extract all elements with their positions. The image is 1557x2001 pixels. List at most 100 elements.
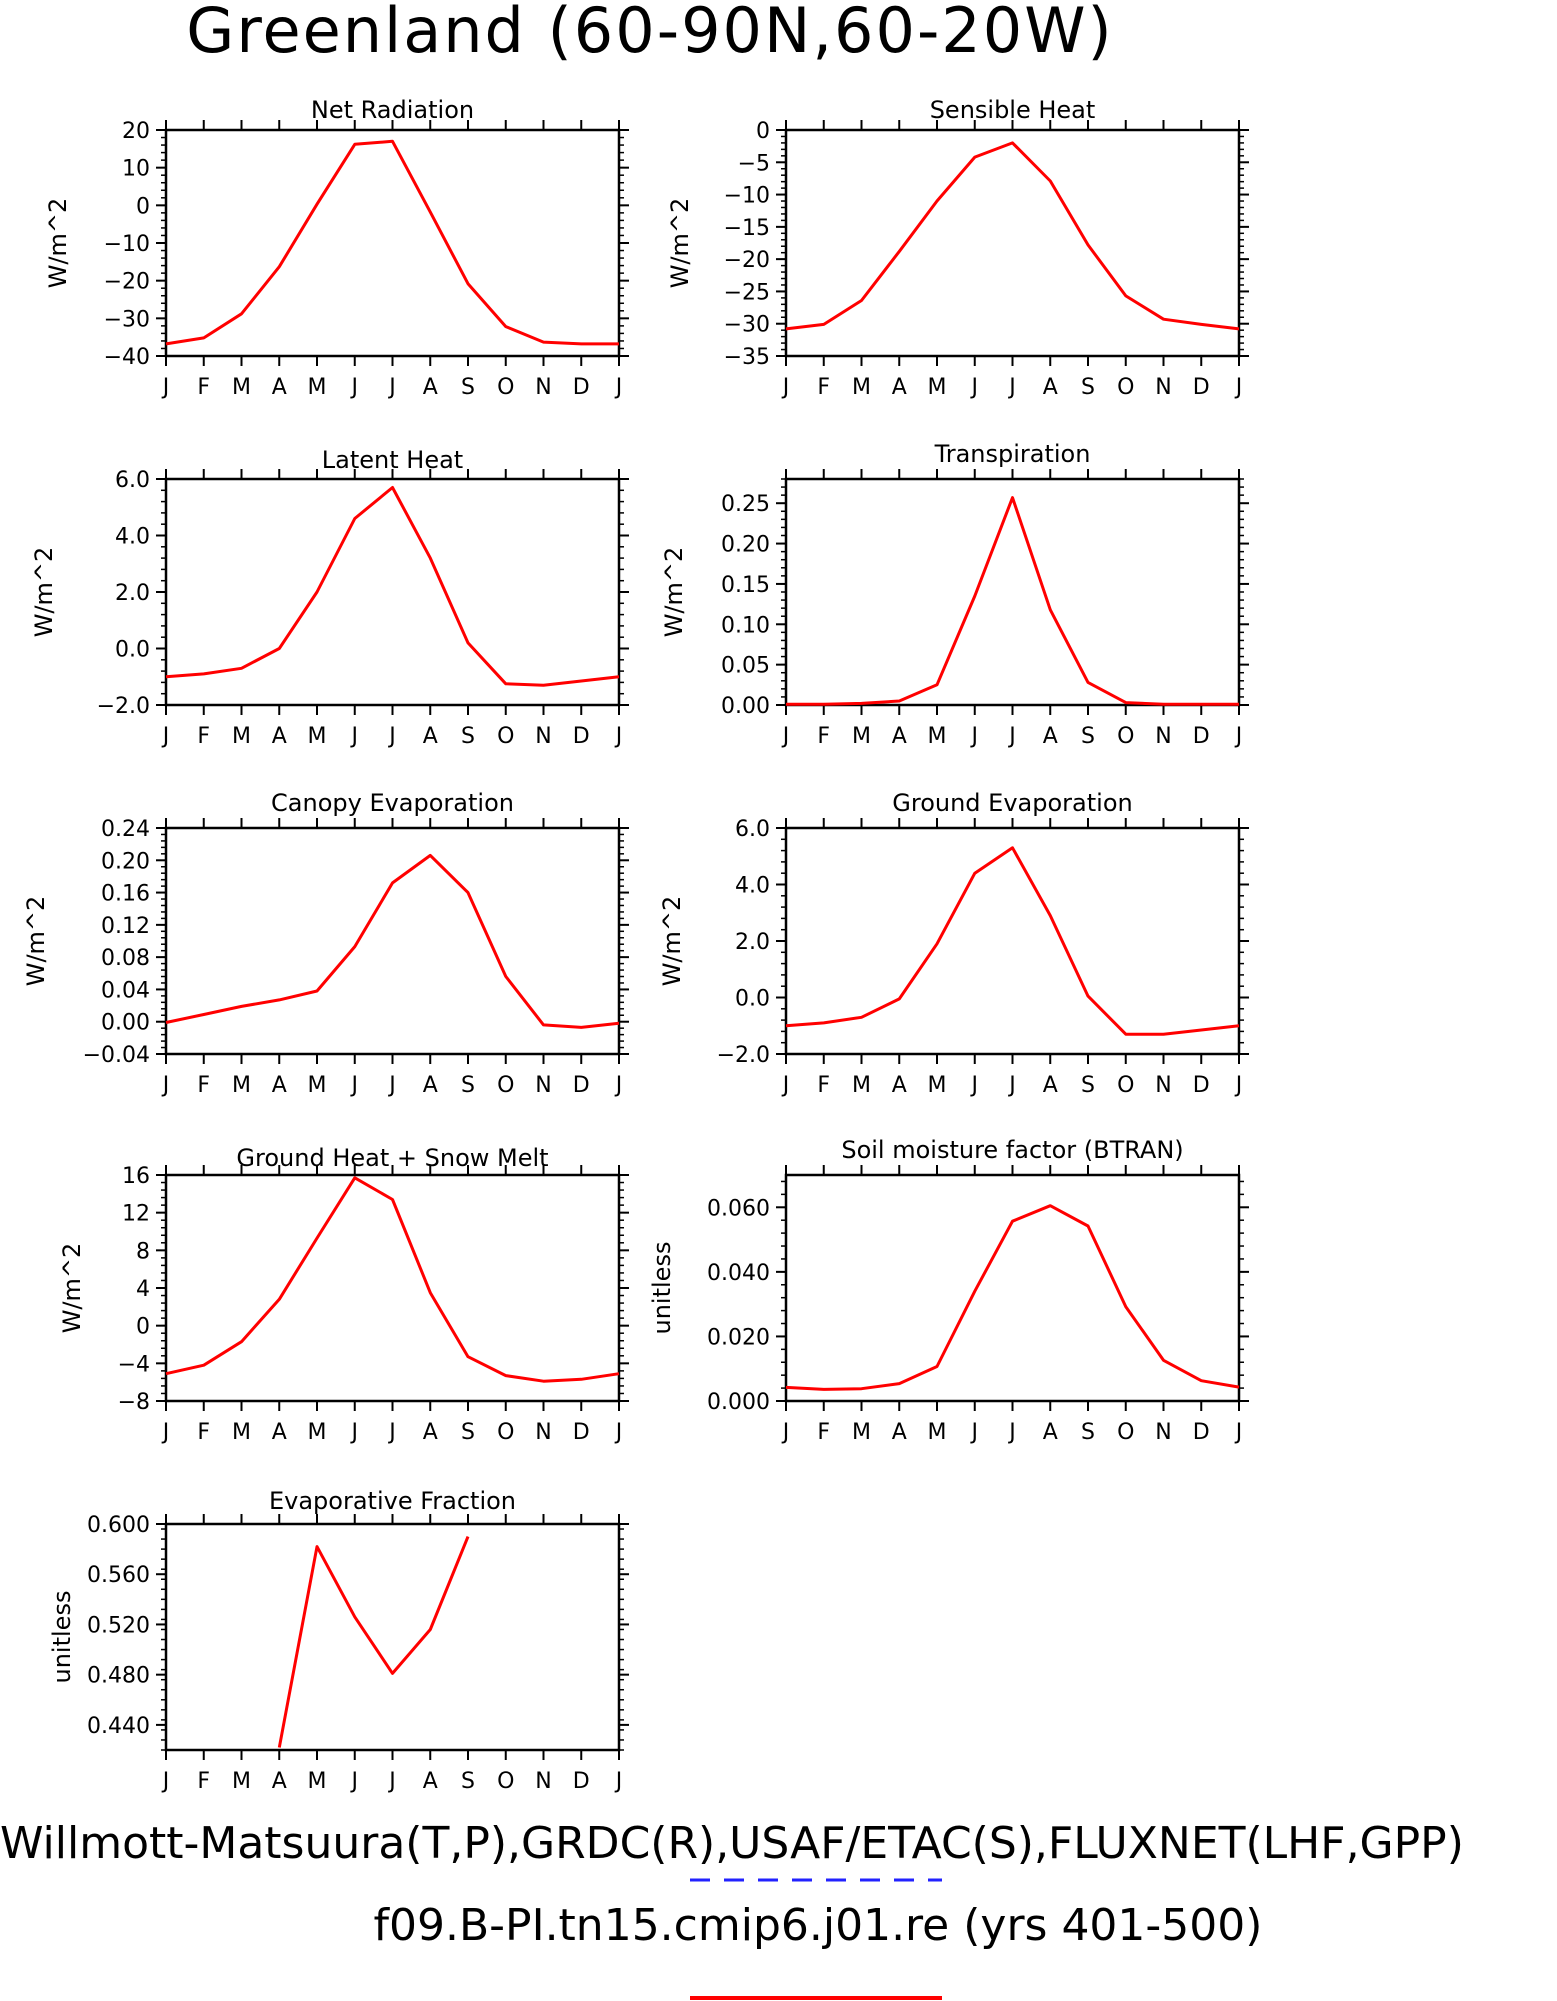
- y-tick-label: −2.0: [97, 694, 150, 719]
- x-tick-label: M: [232, 1769, 251, 1794]
- x-tick-label: J: [614, 1073, 623, 1098]
- plot-frame: [164, 1522, 621, 1752]
- chart-panel: Evaporative Fraction 0.600 0.560 0.520 0.480…: [48, 1487, 629, 1794]
- x-tick-label: J: [614, 1420, 623, 1445]
- x-tick-label: J: [161, 1420, 170, 1445]
- y-tick-label: 12: [122, 1202, 150, 1227]
- x-tick-label: J: [1234, 724, 1243, 749]
- x-tick-label: J: [161, 724, 170, 749]
- x-tick-label: M: [232, 724, 251, 749]
- y-tick-label: −0.04: [83, 1043, 150, 1068]
- x-tick-label: A: [423, 1769, 438, 1794]
- x-tick-label: M: [852, 375, 871, 400]
- x-tick-label: A: [892, 1420, 907, 1445]
- x-tick-label: A: [892, 724, 907, 749]
- x-tick-label: N: [535, 375, 551, 400]
- x-tick-label: D: [573, 375, 590, 400]
- plot-frame: [784, 477, 1241, 707]
- series-line: [786, 496, 1239, 706]
- series-line: [785, 1204, 1240, 1391]
- y-tick-label: 0.560: [87, 1563, 150, 1588]
- x-tick-label: A: [272, 1073, 287, 1098]
- y-tick-label: −10: [104, 232, 150, 257]
- y-tick-label: 0.05: [721, 654, 770, 679]
- x-tick-label: J: [614, 1769, 623, 1794]
- y-axis-label: W/m^2: [22, 896, 50, 987]
- x-tick-label: A: [1043, 375, 1058, 400]
- y-tick-label: 6.0: [735, 817, 770, 842]
- series-line: [785, 846, 1240, 1036]
- y-tick-label: 2.0: [115, 581, 150, 606]
- y-axis-label: unitless: [48, 1591, 76, 1684]
- y-tick-label: 10: [122, 157, 150, 182]
- y-tick-label: 20: [122, 119, 150, 144]
- y-tick-label: −2.0: [717, 1043, 770, 1068]
- x-tick-label: D: [1193, 1420, 1210, 1445]
- y-tick-label: 0.12: [101, 914, 150, 939]
- x-tick-label: A: [1043, 1420, 1058, 1445]
- x-tick-label: N: [535, 724, 551, 749]
- y-tick-label: 0.020: [707, 1325, 770, 1350]
- y-tick-label: 0.00: [101, 1011, 150, 1036]
- x-tick-label: J: [350, 375, 359, 400]
- y-tick-label: 0.25: [721, 492, 770, 517]
- panel-title: Evaporative Fraction: [269, 1487, 516, 1515]
- x-tick-label: J: [350, 1420, 359, 1445]
- x-tick-label: M: [308, 375, 327, 400]
- x-tick-label: N: [1155, 1073, 1171, 1098]
- footer-line-2: f09.B-PI.tn15.cmip6.j01.re (yrs 401-500): [374, 1900, 1263, 1951]
- y-tick-label: −5: [738, 151, 770, 176]
- x-tick-label: M: [928, 375, 947, 400]
- x-tick-label: N: [1155, 724, 1171, 749]
- x-tick-label: A: [423, 724, 438, 749]
- y-tick-label: −4: [118, 1352, 150, 1377]
- x-tick-label: F: [197, 1073, 210, 1098]
- x-tick-label: J: [387, 1420, 396, 1445]
- y-tick-label: 0.20: [721, 533, 770, 558]
- y-tick-label: 6.0: [115, 468, 150, 493]
- x-tick-label: J: [1007, 724, 1016, 749]
- x-tick-label: A: [1043, 1073, 1058, 1098]
- x-tick-label: J: [781, 1073, 790, 1098]
- series-line: [165, 853, 620, 1029]
- panel-title: Net Radiation: [311, 96, 474, 124]
- series-line: [785, 141, 1240, 331]
- plot-frame: [164, 1173, 621, 1403]
- x-tick-label: F: [817, 1073, 830, 1098]
- x-tick-label: J: [387, 1073, 396, 1098]
- y-tick-label: 2.0: [735, 930, 770, 955]
- x-tick-label: D: [573, 1769, 590, 1794]
- panel-title: Canopy Evaporation: [271, 789, 514, 817]
- x-tick-label: S: [461, 724, 475, 749]
- x-tick-label: A: [272, 1769, 287, 1794]
- x-tick-label: O: [497, 375, 514, 400]
- x-tick-label: S: [461, 1073, 475, 1098]
- x-tick-label: F: [817, 375, 830, 400]
- x-tick-label: M: [928, 1420, 947, 1445]
- y-axis-label: W/m^2: [658, 896, 686, 987]
- y-tick-label: 0.440: [87, 1714, 150, 1739]
- y-tick-label: 0.15: [721, 573, 770, 598]
- chart-panel: Canopy Evaporation 0.24 0.20 0.16 0.12 0.08 0.…: [22, 789, 629, 1098]
- x-tick-label: J: [614, 724, 623, 749]
- x-tick-label: J: [970, 1073, 979, 1098]
- x-tick-label: J: [781, 1420, 790, 1445]
- plot-frame: [164, 826, 621, 1056]
- x-tick-label: F: [197, 1420, 210, 1445]
- x-tick-label: M: [308, 724, 327, 749]
- x-tick-label: M: [232, 1073, 251, 1098]
- plot-frame: [164, 128, 621, 358]
- y-tick-label: −25: [724, 280, 770, 305]
- y-tick-label: 0.24: [101, 817, 150, 842]
- y-tick-label: −35: [724, 345, 770, 370]
- x-tick-label: D: [1193, 1073, 1210, 1098]
- x-tick-label: N: [535, 1420, 551, 1445]
- x-tick-label: D: [573, 1420, 590, 1445]
